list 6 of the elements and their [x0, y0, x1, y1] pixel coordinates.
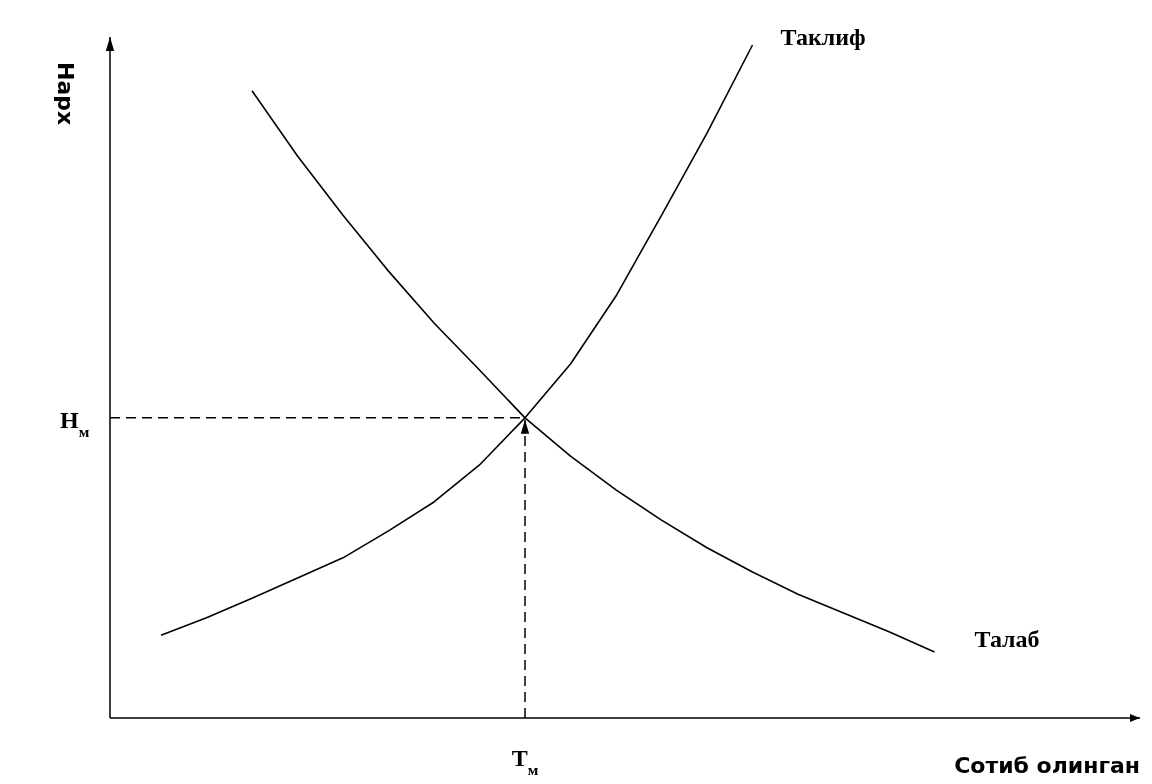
x-axis-title: Сотиб олинган	[954, 753, 1140, 778]
series-label: Талаб	[974, 626, 1040, 653]
ref-line-label: Н$_{м}$	[60, 406, 90, 440]
y-axis-title: Нарх	[53, 62, 78, 126]
series-label: Таклиф	[780, 24, 866, 50]
text: Т$_{м}$	[511, 745, 539, 778]
